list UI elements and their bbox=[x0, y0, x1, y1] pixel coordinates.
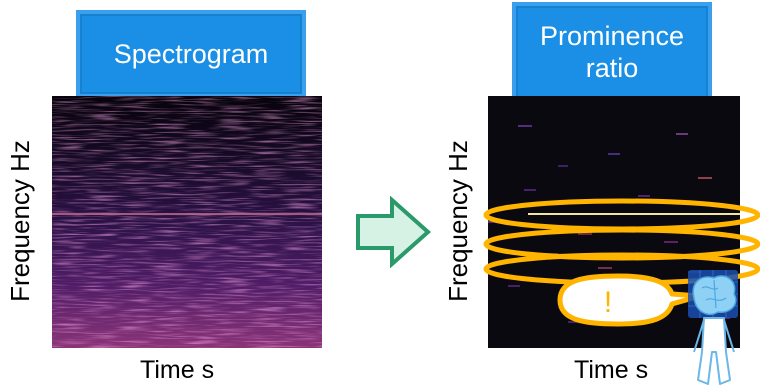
right-arrow-icon bbox=[356, 196, 432, 268]
spectrogram-x-axis-label: Time s bbox=[140, 356, 215, 384]
person-with-brain-icon bbox=[688, 270, 738, 385]
spectrogram-tonal-line bbox=[52, 213, 322, 215]
exclamation-callout: ! bbox=[557, 273, 703, 327]
prominence-y-axis-label: Frequency Hz bbox=[443, 140, 473, 302]
spectrogram-texture bbox=[52, 96, 322, 348]
callout-exclamation: ! bbox=[604, 286, 612, 319]
spectrogram-title: Spectrogram bbox=[113, 38, 269, 69]
spectrogram-panel bbox=[52, 96, 322, 348]
spectrogram-title-box: Spectrogram bbox=[76, 10, 306, 98]
prominence-x-axis-label: Time s bbox=[574, 356, 649, 384]
highlight-ellipse-middle bbox=[483, 227, 760, 261]
prominence-title-line1: Prominence bbox=[539, 20, 685, 51]
prominence-title-box: Prominence ratio bbox=[512, 2, 712, 102]
highlight-ellipse-top bbox=[483, 198, 760, 232]
prominence-title-line2: ratio bbox=[585, 53, 639, 83]
